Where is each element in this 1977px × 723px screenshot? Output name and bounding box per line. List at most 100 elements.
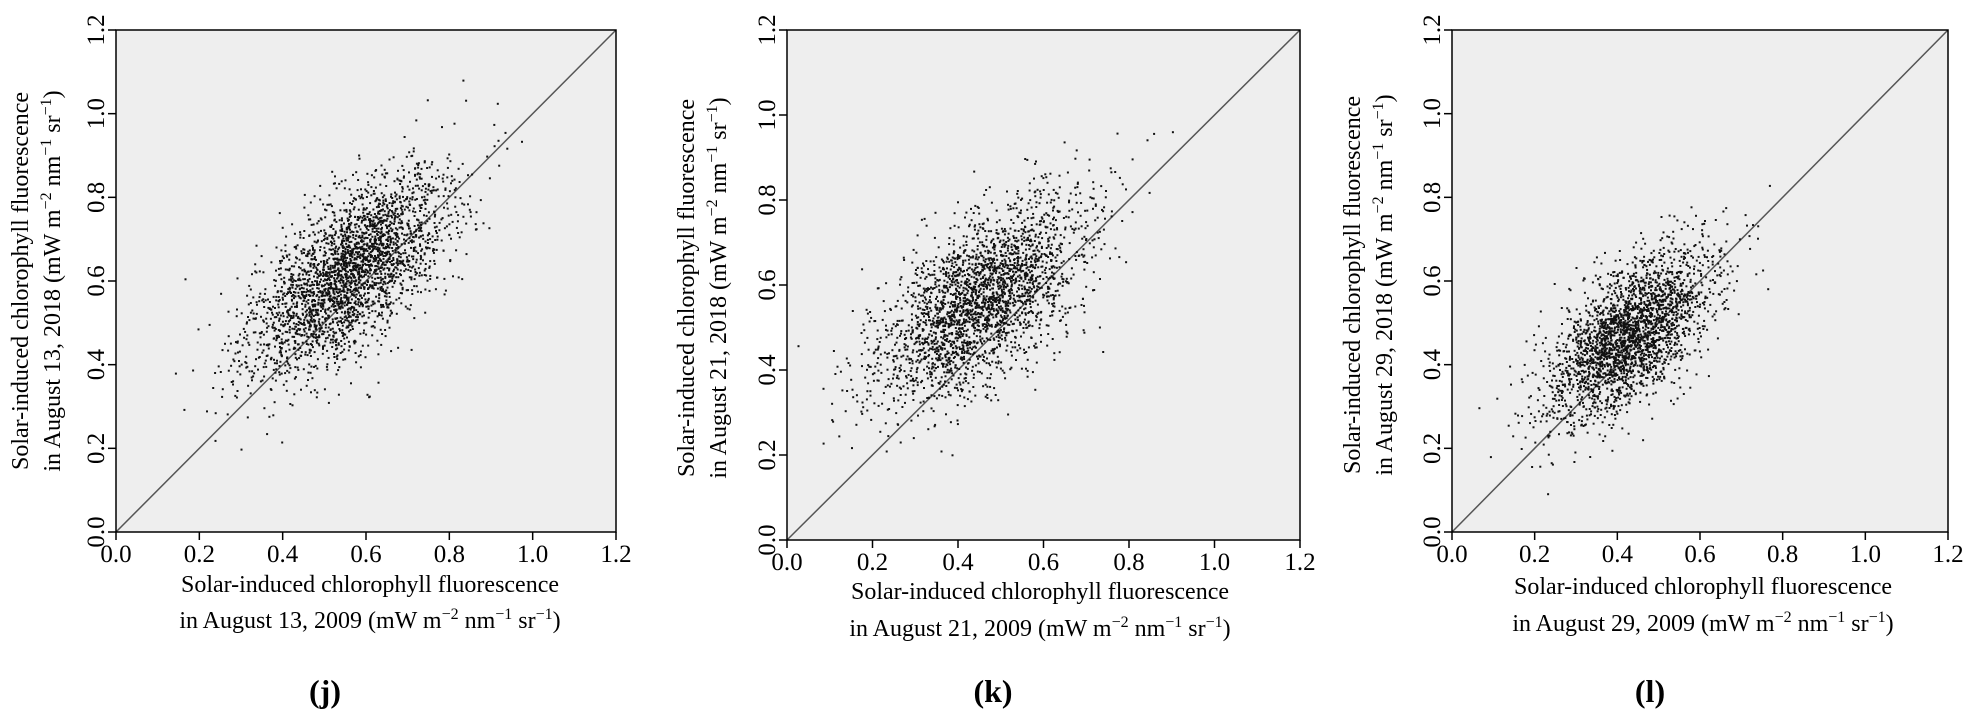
data-point <box>922 343 925 346</box>
data-point <box>282 383 285 386</box>
data-point <box>301 334 303 336</box>
data-point <box>966 344 969 347</box>
data-point <box>282 298 284 301</box>
data-point <box>304 310 307 313</box>
data-point <box>362 219 365 222</box>
data-point <box>1047 333 1050 335</box>
data-point <box>1021 295 1024 298</box>
data-point <box>321 292 324 295</box>
data-point <box>1015 236 1018 239</box>
data-point <box>332 248 335 251</box>
data-point <box>978 274 981 277</box>
data-point <box>286 357 288 360</box>
data-point <box>291 283 294 286</box>
data-point <box>292 316 295 319</box>
data-point <box>273 279 276 282</box>
data-point <box>973 352 976 355</box>
x-tick-label: 0.4 <box>267 541 299 568</box>
data-point <box>362 207 365 210</box>
data-point <box>467 203 469 206</box>
data-point <box>991 272 994 275</box>
data-point <box>1064 228 1067 231</box>
data-point <box>364 249 367 252</box>
data-point <box>361 302 364 305</box>
data-point <box>371 245 374 248</box>
data-point <box>379 237 382 239</box>
data-point <box>286 316 289 319</box>
data-point <box>357 355 360 358</box>
data-point <box>910 326 913 329</box>
data-point <box>337 267 340 270</box>
data-point <box>395 312 398 315</box>
data-point <box>332 305 335 308</box>
data-point <box>306 253 309 255</box>
data-point <box>990 307 993 309</box>
data-point <box>899 364 902 367</box>
data-point <box>991 276 994 279</box>
data-point <box>388 275 391 278</box>
data-point <box>394 251 397 254</box>
data-point <box>987 249 990 252</box>
data-point <box>898 367 901 369</box>
data-point <box>973 312 976 315</box>
data-point <box>997 301 1000 304</box>
data-point <box>323 246 326 249</box>
data-point <box>956 289 958 292</box>
data-point <box>1047 237 1050 240</box>
data-point <box>973 272 976 275</box>
data-point <box>334 247 337 250</box>
data-point <box>350 281 353 284</box>
data-point <box>944 354 947 357</box>
data-point <box>326 282 329 285</box>
data-point <box>348 262 350 265</box>
data-point <box>329 234 332 237</box>
data-point <box>315 311 318 314</box>
data-point <box>347 279 350 282</box>
data-point <box>401 186 404 189</box>
data-point <box>919 319 922 322</box>
data-point <box>325 271 328 274</box>
data-point <box>1058 266 1061 269</box>
data-point <box>1015 359 1017 361</box>
data-point <box>412 191 415 194</box>
data-point <box>315 333 317 336</box>
data-point <box>1010 283 1013 286</box>
data-point <box>960 280 963 283</box>
data-point <box>467 174 469 177</box>
data-point <box>278 371 281 374</box>
data-point <box>319 272 322 275</box>
data-point <box>1058 174 1061 177</box>
data-point <box>1016 295 1019 298</box>
data-point <box>348 222 350 225</box>
data-point <box>919 360 922 363</box>
data-point <box>306 270 309 273</box>
data-point <box>308 348 311 351</box>
data-point <box>319 327 322 330</box>
data-point <box>962 244 965 247</box>
data-point <box>343 222 345 225</box>
data-point <box>1026 358 1029 361</box>
data-point <box>1027 239 1030 241</box>
data-point <box>339 209 342 212</box>
data-point <box>276 313 279 316</box>
data-point <box>317 301 320 304</box>
data-point <box>1075 149 1078 152</box>
data-point <box>389 314 392 317</box>
data-point <box>290 317 292 320</box>
data-point <box>429 190 432 193</box>
data-point <box>925 290 928 293</box>
data-point <box>342 281 345 284</box>
data-point <box>408 151 411 154</box>
data-point <box>446 157 449 160</box>
data-point <box>356 283 359 286</box>
data-point <box>387 236 390 239</box>
data-point <box>293 232 296 235</box>
data-point <box>966 367 969 370</box>
data-point <box>1025 275 1028 278</box>
data-point <box>917 293 920 296</box>
data-point <box>931 362 934 365</box>
data-point <box>391 211 394 214</box>
data-point <box>992 257 995 260</box>
data-point <box>354 280 357 283</box>
data-point <box>1010 354 1013 357</box>
